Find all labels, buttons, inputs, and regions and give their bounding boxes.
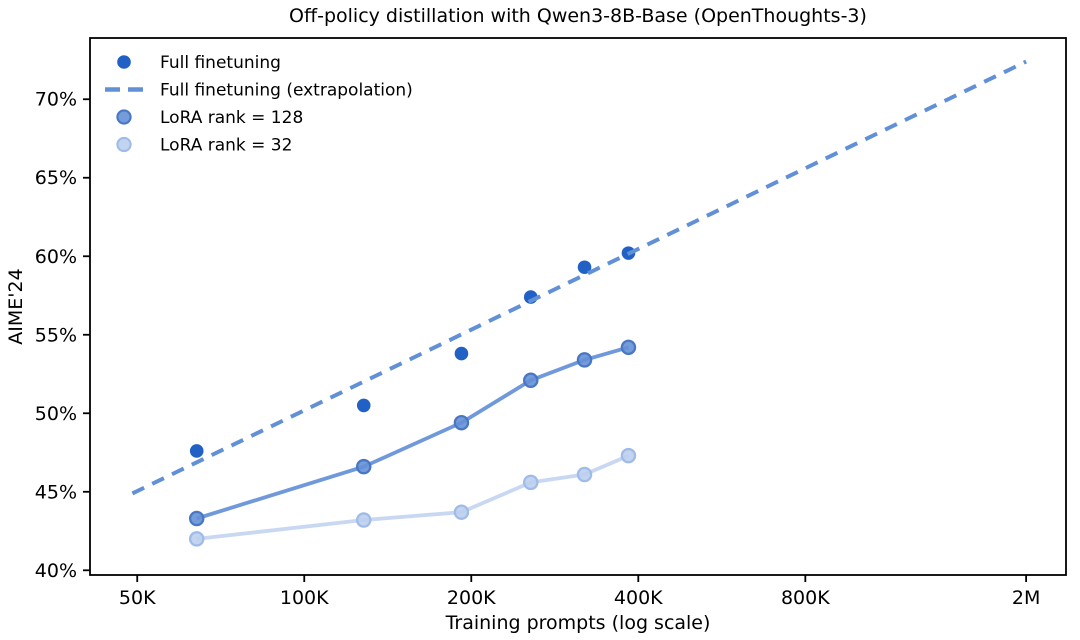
legend-label: Full finetuning (160, 53, 281, 73)
data-point (453, 504, 470, 520)
y-tick-label: 40% (35, 560, 77, 582)
y-tick-labels: 40% 45% 50% 55% 60% 65% 70% (35, 89, 77, 582)
legend-label: LoRA rank = 32 (160, 136, 292, 156)
data-point (355, 458, 372, 475)
plot-border (89, 37, 1067, 576)
data-point (356, 398, 371, 413)
series-lora-rank-128 (188, 339, 637, 527)
data-point (189, 444, 204, 458)
y-tick-label: 70% (35, 89, 77, 111)
series-line (196, 453, 630, 541)
chart-title: Off-policy distillation with Qwen3-8B-Ba… (289, 5, 867, 27)
data-point (523, 372, 539, 389)
legend-item: Full finetuning (extrapolation) (105, 81, 413, 101)
legend-label: LoRA rank = 128 (160, 108, 303, 128)
data-point (454, 346, 469, 361)
x-tick-label: 400K (614, 587, 663, 609)
legend-item: LoRA rank = 32 (116, 136, 292, 156)
data-point (576, 466, 593, 483)
data-point (576, 352, 593, 368)
y-tick-label: 65% (35, 167, 77, 189)
legend: Full finetuning Full finetuning (extrapol… (105, 53, 413, 156)
data-point (188, 531, 205, 547)
y-tick-label: 45% (35, 481, 77, 503)
data-point (620, 339, 637, 356)
axes-ticks (83, 98, 1028, 582)
series-lora-rank-32 (188, 447, 637, 547)
data-point (620, 447, 637, 464)
y-tick-label: 60% (35, 246, 77, 268)
data-point (453, 414, 470, 431)
y-tick-label: 55% (35, 324, 77, 346)
legend-dot-marker (117, 55, 131, 69)
y-axis-label: AIME'24 (5, 268, 27, 344)
x-tick-label: 2M (1012, 587, 1040, 609)
data-point (577, 260, 592, 275)
series-full-finetuning (189, 246, 636, 458)
data-point (523, 474, 539, 491)
legend-dot-marker (116, 109, 132, 125)
x-tick-label: 100K (280, 587, 329, 609)
legend-dot-marker (116, 136, 132, 153)
x-axis-label: Training prompts (log scale) (445, 612, 711, 634)
x-tick-labels: 50K 100K 200K 400K 800K 2M (119, 587, 1040, 609)
data-point (188, 510, 205, 527)
x-tick-label: 800K (781, 587, 830, 609)
legend-item: Full finetuning (117, 53, 281, 73)
y-tick-label: 50% (35, 403, 77, 425)
series-full-finetuning-extrapolation- (131, 59, 1027, 496)
x-tick-label: 50K (119, 587, 156, 609)
legend-label: Full finetuning (extrapolation) (160, 81, 413, 101)
data-point (355, 512, 372, 528)
x-tick-label: 200K (447, 587, 496, 609)
extrapolation-line (131, 59, 1027, 496)
legend-item: LoRA rank = 128 (116, 108, 303, 128)
